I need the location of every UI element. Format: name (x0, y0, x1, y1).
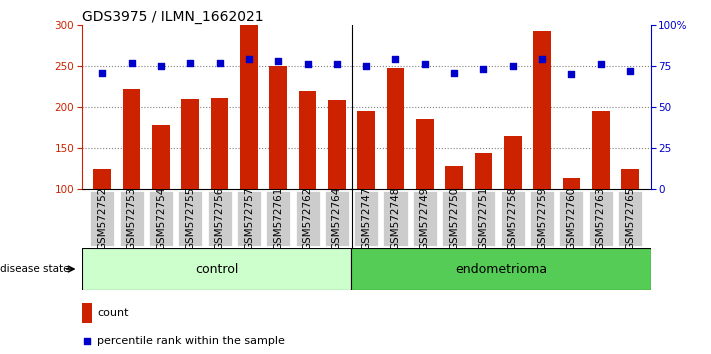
FancyBboxPatch shape (501, 191, 525, 246)
FancyBboxPatch shape (296, 191, 319, 246)
Text: GSM572761: GSM572761 (273, 187, 283, 250)
Bar (351, 248, 651, 290)
Point (566, 72, 577, 77)
FancyBboxPatch shape (149, 191, 173, 246)
Point (214, 60, 225, 65)
FancyBboxPatch shape (237, 191, 261, 246)
Text: GSM572757: GSM572757 (244, 187, 254, 250)
Text: GSM572747: GSM572747 (361, 187, 371, 250)
Bar (240, 25, 257, 189)
Text: GSM572748: GSM572748 (390, 187, 400, 250)
Text: GSM572749: GSM572749 (419, 187, 430, 250)
FancyBboxPatch shape (413, 191, 437, 246)
Point (185, 60, 196, 65)
Bar (269, 66, 287, 189)
Text: GSM572765: GSM572765 (625, 187, 635, 250)
FancyBboxPatch shape (266, 191, 290, 246)
Text: disease state: disease state (0, 264, 70, 274)
Point (81, 338, 92, 344)
FancyBboxPatch shape (325, 191, 349, 246)
FancyBboxPatch shape (383, 191, 407, 246)
Bar (621, 169, 639, 189)
Text: GSM572756: GSM572756 (215, 187, 225, 250)
Point (390, 57, 401, 62)
Bar (328, 100, 346, 189)
Text: count: count (97, 308, 129, 318)
Bar (533, 32, 551, 189)
Point (595, 62, 606, 67)
FancyBboxPatch shape (589, 191, 613, 246)
FancyBboxPatch shape (618, 191, 642, 246)
Text: GDS3975 / ILMN_1662021: GDS3975 / ILMN_1662021 (82, 10, 263, 24)
Bar (416, 119, 434, 189)
FancyBboxPatch shape (354, 191, 378, 246)
Point (624, 68, 636, 74)
Text: GSM572753: GSM572753 (127, 187, 137, 250)
Point (536, 57, 547, 62)
FancyBboxPatch shape (530, 191, 554, 246)
Point (507, 63, 518, 69)
Text: control: control (195, 263, 238, 275)
Text: endometrioma: endometrioma (455, 263, 547, 275)
FancyBboxPatch shape (90, 191, 114, 246)
Point (302, 62, 314, 67)
Bar (210, 98, 228, 189)
Bar (562, 178, 580, 189)
Bar (93, 169, 111, 189)
Text: GSM572760: GSM572760 (567, 187, 577, 250)
Bar (152, 125, 170, 189)
Text: GSM572752: GSM572752 (97, 187, 107, 250)
FancyBboxPatch shape (119, 191, 144, 246)
Point (97, 70, 108, 75)
Bar (82, 303, 92, 323)
Text: GSM572751: GSM572751 (479, 187, 488, 250)
Point (360, 63, 372, 69)
Bar (387, 68, 405, 189)
Text: GSM572762: GSM572762 (302, 187, 313, 250)
FancyBboxPatch shape (471, 191, 496, 246)
Point (272, 58, 284, 64)
Bar (299, 91, 316, 189)
Bar (82, 248, 351, 290)
Text: GSM572750: GSM572750 (449, 187, 459, 250)
Bar (358, 111, 375, 189)
Text: GSM572759: GSM572759 (537, 187, 547, 250)
Point (126, 60, 137, 65)
Bar (475, 153, 492, 189)
Point (419, 62, 430, 67)
Text: GSM572764: GSM572764 (332, 187, 342, 250)
Text: GSM572763: GSM572763 (596, 187, 606, 250)
Point (449, 70, 460, 75)
FancyBboxPatch shape (178, 191, 202, 246)
Text: GSM572754: GSM572754 (156, 187, 166, 250)
Bar (504, 136, 522, 189)
Bar (123, 89, 140, 189)
FancyBboxPatch shape (560, 191, 584, 246)
Point (331, 62, 343, 67)
Bar (445, 166, 463, 189)
FancyBboxPatch shape (208, 191, 232, 246)
Text: percentile rank within the sample: percentile rank within the sample (97, 336, 285, 346)
Point (155, 63, 166, 69)
Point (478, 67, 489, 72)
Bar (592, 111, 609, 189)
Text: GSM572755: GSM572755 (186, 187, 196, 250)
Bar (181, 99, 199, 189)
Text: GSM572758: GSM572758 (508, 187, 518, 250)
FancyBboxPatch shape (442, 191, 466, 246)
Point (243, 57, 255, 62)
